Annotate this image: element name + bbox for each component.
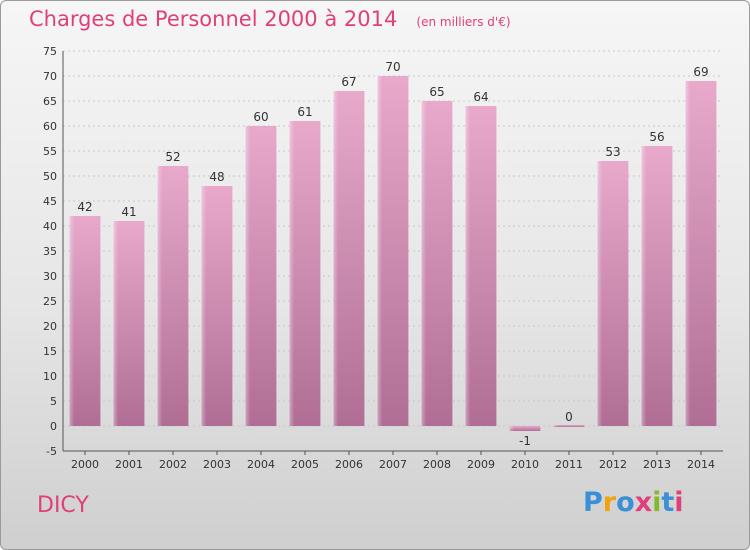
logo-letter: r: [602, 487, 617, 518]
y-tick-label: 10: [43, 370, 57, 383]
logo-letter: x: [634, 487, 653, 518]
bar-highlight: [509, 426, 541, 431]
bar-2001: [113, 221, 145, 426]
y-tick-label: 5: [50, 395, 57, 408]
x-tick-label: 2012: [599, 458, 627, 471]
data-label: 65: [429, 85, 444, 99]
data-label: 48: [209, 170, 224, 184]
data-label: 53: [605, 145, 620, 159]
bar-highlight: [333, 91, 365, 426]
title-row: Charges de Personnel 2000 à 2014 (en mil…: [29, 7, 511, 31]
y-tick-label: 0: [50, 420, 57, 433]
bar-highlight: [553, 425, 585, 427]
x-tick-label: 2005: [291, 458, 319, 471]
bar-highlight: [289, 121, 321, 426]
bar-highlight: [245, 126, 277, 426]
logo-letter: o: [616, 487, 635, 518]
y-tick-label: 50: [43, 170, 57, 183]
y-tick-label: 25: [43, 295, 57, 308]
data-label: 60: [253, 110, 268, 124]
x-tick-label: 2009: [467, 458, 495, 471]
y-tick-label: 15: [43, 345, 57, 358]
x-tick-label: 2001: [115, 458, 143, 471]
x-tick-label: 2008: [423, 458, 451, 471]
y-tick-label: 40: [43, 220, 57, 233]
logo-letter: t: [661, 487, 675, 518]
x-tick-label: 2013: [643, 458, 671, 471]
data-label: 67: [341, 75, 356, 89]
data-label: 52: [165, 150, 180, 164]
bar-highlight: [377, 76, 409, 426]
bar-2005: [289, 121, 321, 426]
y-tick-label: 35: [43, 245, 57, 258]
bar-highlight: [157, 166, 189, 426]
logo-letter: P: [583, 487, 603, 518]
chart-title: Charges de Personnel 2000 à 2014: [29, 7, 398, 31]
bar-2008: [421, 101, 453, 426]
bar-2003: [201, 186, 233, 426]
commune-name: DICY: [37, 493, 89, 518]
x-tick-label: 2002: [159, 458, 187, 471]
y-tick-label: 60: [43, 120, 57, 133]
bar-2000: [69, 216, 101, 426]
y-tick-label: -5: [46, 445, 57, 458]
bar-highlight: [685, 81, 717, 426]
bar-2004: [245, 126, 277, 426]
bars: [69, 76, 717, 431]
x-tick-label: 2004: [247, 458, 275, 471]
data-label: 64: [473, 90, 488, 104]
y-tick-label: 75: [43, 45, 57, 58]
bar-2010: [509, 426, 541, 431]
bar-2002: [157, 166, 189, 426]
logo-letter: i: [652, 487, 662, 518]
x-tick-labels: 2000 2001 2002 2003 2004 2005 2006 2007 2008 2009…: [71, 458, 715, 471]
y-tick-labels: -5 0 5 10 15 20 25 30 35 40 45 50 55 60 65 70 75: [43, 45, 57, 458]
x-tick-label: 2007: [379, 458, 407, 471]
x-tick-label: 2003: [203, 458, 231, 471]
data-label: 70: [385, 60, 400, 74]
data-label: 41: [121, 205, 136, 219]
bar-2012: [597, 161, 629, 426]
x-tick-label: 2000: [71, 458, 99, 471]
data-label: 56: [649, 130, 664, 144]
y-tick-label: 55: [43, 145, 57, 158]
x-tick-label: 2006: [335, 458, 363, 471]
y-tick-label: 65: [43, 95, 57, 108]
logo-letter: i: [674, 487, 684, 518]
data-label: 69: [693, 65, 708, 79]
axes: [62, 51, 723, 455]
data-label: 0: [565, 410, 573, 424]
bar-2011: [553, 425, 585, 427]
x-tick-label: 2010: [511, 458, 539, 471]
data-label: 42: [77, 200, 92, 214]
y-tick-label: 45: [43, 195, 57, 208]
bar-highlight: [597, 161, 629, 426]
data-label: -1: [519, 434, 531, 448]
proxiti-logo: Proxiti: [583, 487, 684, 518]
bar-highlight: [465, 106, 497, 426]
y-tick-label: 20: [43, 320, 57, 333]
bar-2014: [685, 81, 717, 426]
bar-highlight: [69, 216, 101, 426]
x-tick-label: 2014: [687, 458, 715, 471]
bar-2007: [377, 76, 409, 426]
bar-highlight: [641, 146, 673, 426]
data-labels: 42 41 52 48 60 61 67 70 65 64 -1 0 53 56 69: [77, 60, 708, 448]
x-tick-label: 2011: [555, 458, 583, 471]
bar-highlight: [201, 186, 233, 426]
data-label: 61: [297, 105, 312, 119]
bar-2009: [465, 106, 497, 426]
chart-subtitle: (en milliers d'€): [416, 15, 511, 29]
y-tick-label: 70: [43, 70, 57, 83]
bar-2006: [333, 91, 365, 426]
bar-2013: [641, 146, 673, 426]
y-tick-label: 30: [43, 270, 57, 283]
bar-highlight: [113, 221, 145, 426]
bar-highlight: [421, 101, 453, 426]
